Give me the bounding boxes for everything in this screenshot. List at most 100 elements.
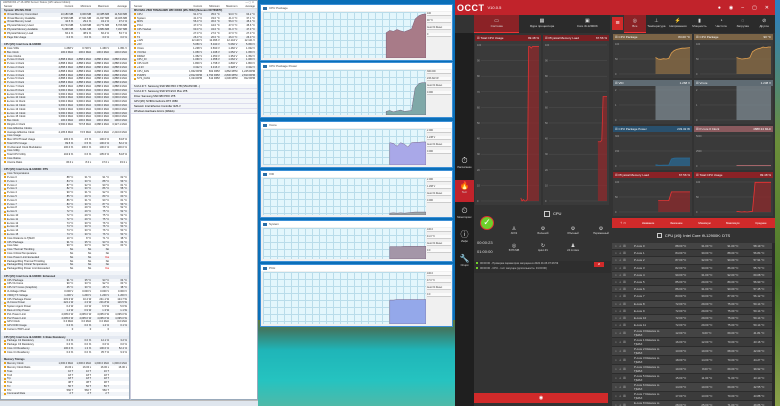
column-header[interactable]: Current <box>193 5 203 8</box>
column-header[interactable]: Current <box>64 5 74 8</box>
sensor-row[interactable]: P-core 6 Clock 4,888.3 MHz 4,888.3 MHz 4,88… <box>1 81 129 85</box>
sensor-row[interactable] <box>1 331 129 336</box>
chart-checkbox-icon[interactable]: ☒ <box>477 36 481 40</box>
row-icons[interactable]: ○⊥☒ <box>615 272 628 277</box>
sensor-row[interactable]: Memory Clock 1,600.0 MHz 1,600.0 MHz 1,600.… <box>1 362 129 366</box>
table-group-header[interactable]: CPU [#0]: Intel Core i9-12900K: DTS <box>612 229 775 242</box>
sensor-row[interactable]: +3.3V 3.322 V 3.316 V 3.328 V 3.322 V <box>131 65 257 70</box>
sensor-row[interactable]: P-core 1 84 °C 30 °C 88 °C 59 °C <box>1 179 129 184</box>
sensor-group-header[interactable]: CPU [#0]: Intel Core i9-12900K: Enhanced <box>1 274 129 279</box>
sensor-row[interactable]: P-core 2 87 °C 32 °C 90 °C 61 °C <box>1 184 129 188</box>
sensor-row[interactable]: E-core 12 74 °C 30 °C 76 °C 53 °C <box>1 222 129 226</box>
sensor-row[interactable]: E-core 13 74 °C 30 °C 76 °C 53 °C <box>1 225 129 230</box>
table-row[interactable]: ○⊥☒ E-core 11 72.00 °C 29.00 °C 75.00 °C 50.1… <box>612 322 772 330</box>
sensor-group-header[interactable]: MSI MAG Z690 TOMAHAWK WIFI DDR4 (MS-7D32… <box>131 9 257 13</box>
table-row[interactable]: ○⊥☒ P-core 5 Distance to TjMAX 15.00 °C 11.… <box>612 374 772 384</box>
sensor-row[interactable]: PCH 47.0 °C 44.0 °C 47.0 °C 45.6 °C <box>131 24 257 28</box>
filter-tab-6[interactable]: ⊘ Другое <box>753 15 775 33</box>
table-row[interactable]: ○⊥☒ E-core 8 72.00 °C 29.00 °C 75.00 °C 50.14… <box>612 300 772 308</box>
column-header[interactable]: Average <box>117 5 127 8</box>
graph-btn-label[interactable]: Auto Fit Reset <box>427 84 451 88</box>
sensor-group-header[interactable]: CPU [#0]: Intel Core i9-12900K <box>1 43 129 47</box>
sensor-row[interactable]: System 41.0 °C 33.0 °C 41.0 °C 37.1 °C <box>131 17 257 21</box>
sensor-row[interactable]: Package C3 Residency 0.0 % 0.0 % 0.0 % 0.0 % <box>1 343 129 347</box>
row-icons[interactable]: ○⊥☒ <box>615 251 628 256</box>
column-header[interactable]: Average <box>245 5 255 8</box>
sensor-row[interactable]: PL2 Power Limit 4,095.0 W 4,095.0 W 4,095.0… <box>1 316 129 321</box>
row-icons[interactable]: ○⊥☒ <box>615 349 628 354</box>
chart-checkbox-icon[interactable]: ☒ <box>696 173 700 177</box>
sensor-row[interactable]: Bus Clock 100.0 MHz 100.0 MHz 100.0 MHz 100.… <box>1 50 129 55</box>
sensor-row[interactable]: Trc 56 T 56 T 56 T <box>1 384 129 389</box>
sensor-row[interactable]: VCCSA 1.050 V 1.048 V 1.052 V 1.050 V <box>131 50 257 55</box>
row-icons[interactable]: ○⊥☒ <box>615 331 628 336</box>
sensor-group-header[interactable]: System: MSI MS-7D32 <box>1 9 129 13</box>
sensor-row[interactable]: P-core 7 Clock 4,888.3 MHz 4,888.3 MHz 4,88… <box>1 85 129 89</box>
maximize-button[interactable]: ▢ <box>752 4 757 11</box>
table-row[interactable]: ○⊥☒ P-core 4 90.00 °C 31.00 °C 92.00 °C 60.08… <box>612 271 772 279</box>
row-icons[interactable]: ○⊥☒ <box>615 301 628 306</box>
table-row[interactable]: ○⊥☒ P-core 5 85.00 °C 29.00 °C 89.00 °C 56.90… <box>612 278 772 287</box>
row-icons[interactable]: ○⊥☒ <box>615 294 628 299</box>
sensor-row[interactable]: On-Demand Clock Modulation 100.0 % 100.0 %… <box>1 146 129 150</box>
graph-btn-label[interactable]: Auto Fit Reset <box>427 286 451 290</box>
record-icon[interactable]: ● <box>717 4 721 11</box>
table-row[interactable]: ○⊥☒ P-core 3 82.00 °C 30.00 °C 86.00 °C 55.73… <box>612 264 772 272</box>
row-icons[interactable]: ○⊥☒ <box>615 358 628 363</box>
sensor-row[interactable]: CPU Package Power 233.3 W 10.4 W 241.1 W 124… <box>1 298 129 302</box>
filter-tab-4[interactable]: ◔ Частота <box>710 15 732 33</box>
sensor-row[interactable]: +5V 5.050 V 5.040 V 5.060 V 5.050 V <box>131 43 257 47</box>
sensor-row[interactable]: P-core 3 Clock 4,888.3 MHz 4,888.3 MHz 4,88… <box>1 70 129 74</box>
sensor-row[interactable]: Bus Clock 100.0 MHz 100.0 MHz 100.0 MHz 100.… <box>1 119 129 123</box>
sensor-row[interactable]: E-core 12 Clock 3,690.0 MHz 3,690.0 MHz 3,6… <box>1 103 129 108</box>
chart-header[interactable]: ☒ Total CPU Usage 99.48 % <box>475 35 541 41</box>
row-icons[interactable]: ○⊥☒ <box>615 367 628 372</box>
sensor-row[interactable]: E-core 11 72 °C 29 °C 75 °C 52 °C <box>1 217 129 222</box>
column-header[interactable]: Maximum <box>226 5 238 8</box>
column-header[interactable]: Minimum <box>80 5 92 8</box>
sensor-row[interactable]: Trcd 18 T 18 T 18 T <box>1 374 129 378</box>
sensor-row[interactable]: DRAM 1.352 V 1.350 V 1.354 V 1.352 V <box>131 55 257 59</box>
sensor-row[interactable]: CPU IA Cores 90 °C 33 °C 92 °C 63 °C <box>1 282 129 286</box>
sensor-row[interactable]: P-core 2 Clock 4,888.3 MHz 4,888.3 MHz 4,88… <box>1 65 129 70</box>
table-scrollbar[interactable] <box>772 243 775 406</box>
sensor-list[interactable]: MSI MAG Z690 TOMAHAWK WIFI DDR4 (MS-7D32… <box>131 9 257 81</box>
chart-header[interactable]: ☒ CPU Package 83.00 °C <box>613 34 692 40</box>
sensor-row[interactable]: CPU 91.0 °C 35.0 °C 93.0 °C 64.2 °C <box>131 12 257 17</box>
sensor-row[interactable]: Core C0 Residency 100.0 % 1.3 % 100.0 % 52.4… <box>1 346 129 351</box>
sensor-row[interactable]: Core Thermal Throttling No No No <box>1 248 129 252</box>
sensor-row[interactable]: GPU D3D Usage 0.0 % 0.0 % 1.2 % 0.1 % <box>1 324 129 328</box>
tab-1[interactable]: ▦ Ядра процессора <box>519 15 564 33</box>
sensor-row[interactable]: P-core 4 90 °C 31 °C 92 °C 63 °C <box>1 191 129 195</box>
sensor-row[interactable]: CPU AUX 1.800 V 1.798 V 1.802 V 1.800 V <box>131 62 257 66</box>
sensor-row[interactable]: Current cTDP Level 0 0 0 <box>1 328 129 332</box>
table-row[interactable]: ○⊥☒ P-core 2 Distance to TjMAX 13.00 °C 10.… <box>612 347 772 357</box>
chart-checkbox-icon[interactable]: ☒ <box>696 81 700 85</box>
sensor-row[interactable]: Virtual Memory Committed 13,180 MB 9,069 M… <box>1 12 129 17</box>
sensor-row[interactable]: Package/Ring Power Limit Exceeded No No Yes <box>1 267 129 271</box>
sensor-row[interactable]: Physical Memory Available 5,468 MB 5,431 M… <box>1 27 129 32</box>
sensor-row[interactable]: Core Power Limit Exceeded No No Yes <box>1 255 129 260</box>
sensor-row[interactable]: Core Distance to TjMAX 10 °C 8 °C 71 °C 38 °… <box>1 237 129 241</box>
clear-log-button[interactable]: ⊘ <box>594 262 604 267</box>
row-icons[interactable]: ○⊥☒ <box>615 308 628 313</box>
sensor-row[interactable]: MOS 56.0 °C 36.0 °C 56.0 °C 45.4 °C <box>131 20 257 25</box>
close-button[interactable]: ✕ <box>764 4 769 11</box>
sensor-row[interactable]: Core Effective Clocks <box>1 126 129 131</box>
sensor-group-collapsed[interactable]: GPU [#0]: NVIDIA GeForce RTX 3080 <box>131 99 257 105</box>
sensor-group-collapsed[interactable]: S.M.A.R.T.: Samsung SSD 970 EVO Plus 1TB <box>131 89 257 95</box>
sensor-row[interactable]: Core Usage <box>1 134 129 139</box>
sensor-row[interactable]: E-core 15 74 °C 30 °C 76 °C 53 °C <box>1 233 129 237</box>
chart-header[interactable]: ☒ Physical Memory Load 67.56 % <box>543 35 609 41</box>
sensor-row[interactable]: Package/Ring Critical Temperature No No No <box>1 263 129 268</box>
stop-test-button[interactable]: ◉ <box>474 393 608 403</box>
chart-header[interactable]: ☒ Total CPU Usage 99.48 % <box>694 172 773 178</box>
sensor-row[interactable]: GPU Clock 0.0 MHz 0.0 MHz 0.0 MHz 0.0 MHz <box>1 320 129 324</box>
sensor-row[interactable]: E-core 14 74 °C 30 °C 76 °C 53 °C <box>1 229 129 233</box>
graph-btn-label[interactable]: Auto Fit Reset <box>427 192 451 196</box>
sidebar-item-2[interactable]: ⏲ Мониторинг <box>455 205 474 227</box>
table-row[interactable]: ○⊥☒ P-core 7 Distance to TjMAX 17.00 °C 13.… <box>612 392 772 402</box>
chart-header[interactable]: ☒ Physical Memory Load 67.56 % <box>613 172 692 178</box>
sensor-row[interactable]: PL1 Power Limit 4,095.0 W 4,095.0 W 4,095.0… <box>1 313 129 317</box>
filter-tab-1[interactable]: ⊥ Температура <box>646 15 668 33</box>
